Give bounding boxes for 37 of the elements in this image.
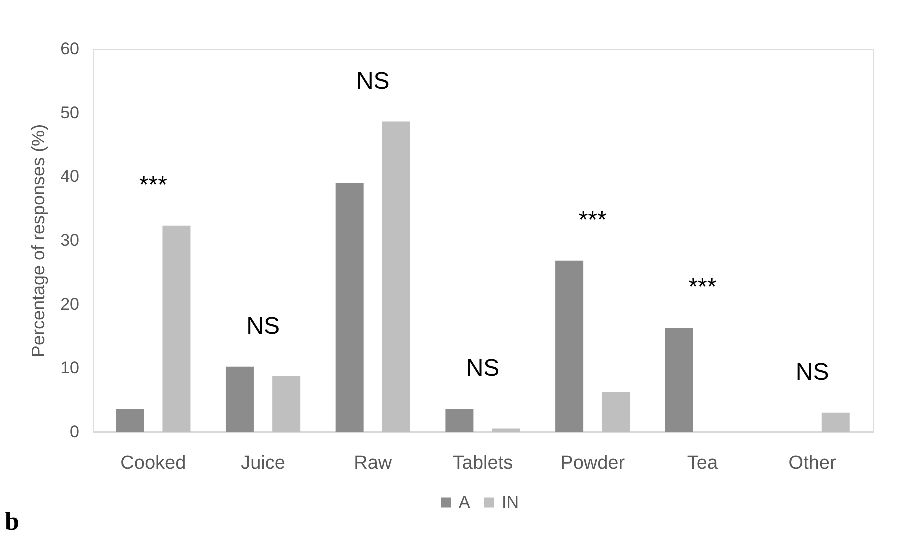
x-tick-label: Juice (241, 453, 286, 474)
legend-label: A (459, 492, 471, 512)
bar (226, 366, 254, 432)
y-tick-label: 30 (60, 231, 80, 250)
y-tick-label: 40 (60, 167, 80, 186)
text: b (5, 507, 20, 536)
y-axis-title: Percentage of responses (%) (28, 124, 49, 358)
x-tick-label: Tablets (452, 453, 514, 474)
annotation: NS (466, 355, 500, 382)
x-tick-label: Cooked (120, 453, 186, 474)
annotation: NS (246, 312, 280, 340)
y-tick-label: 20 (60, 294, 80, 314)
y-tick-label: 10 (60, 358, 80, 378)
bar (665, 328, 694, 432)
annotation: NS (796, 358, 830, 386)
y-tick-label: 50 (60, 103, 80, 122)
bar (382, 122, 410, 432)
bar (492, 428, 520, 432)
x-tick-label: Powder (560, 453, 626, 474)
bar (116, 409, 144, 432)
annotation: *** (688, 274, 717, 301)
legend-label: IN (502, 492, 519, 512)
annotation: *** (139, 172, 168, 199)
x-tick-label: Tea (687, 453, 718, 474)
y-tick-label: 60 (60, 40, 80, 58)
x-tick-label: Raw (354, 453, 392, 474)
bar (602, 392, 630, 432)
bar (556, 260, 584, 432)
bar (272, 376, 301, 432)
bar (446, 409, 474, 432)
annotation: *** (578, 206, 607, 234)
annotation: NS (356, 68, 390, 95)
bar (336, 183, 364, 432)
bar (822, 412, 850, 432)
x-tick-label: Other (788, 453, 838, 474)
bar (162, 226, 191, 432)
y-tick-label: 0 (70, 422, 80, 442)
